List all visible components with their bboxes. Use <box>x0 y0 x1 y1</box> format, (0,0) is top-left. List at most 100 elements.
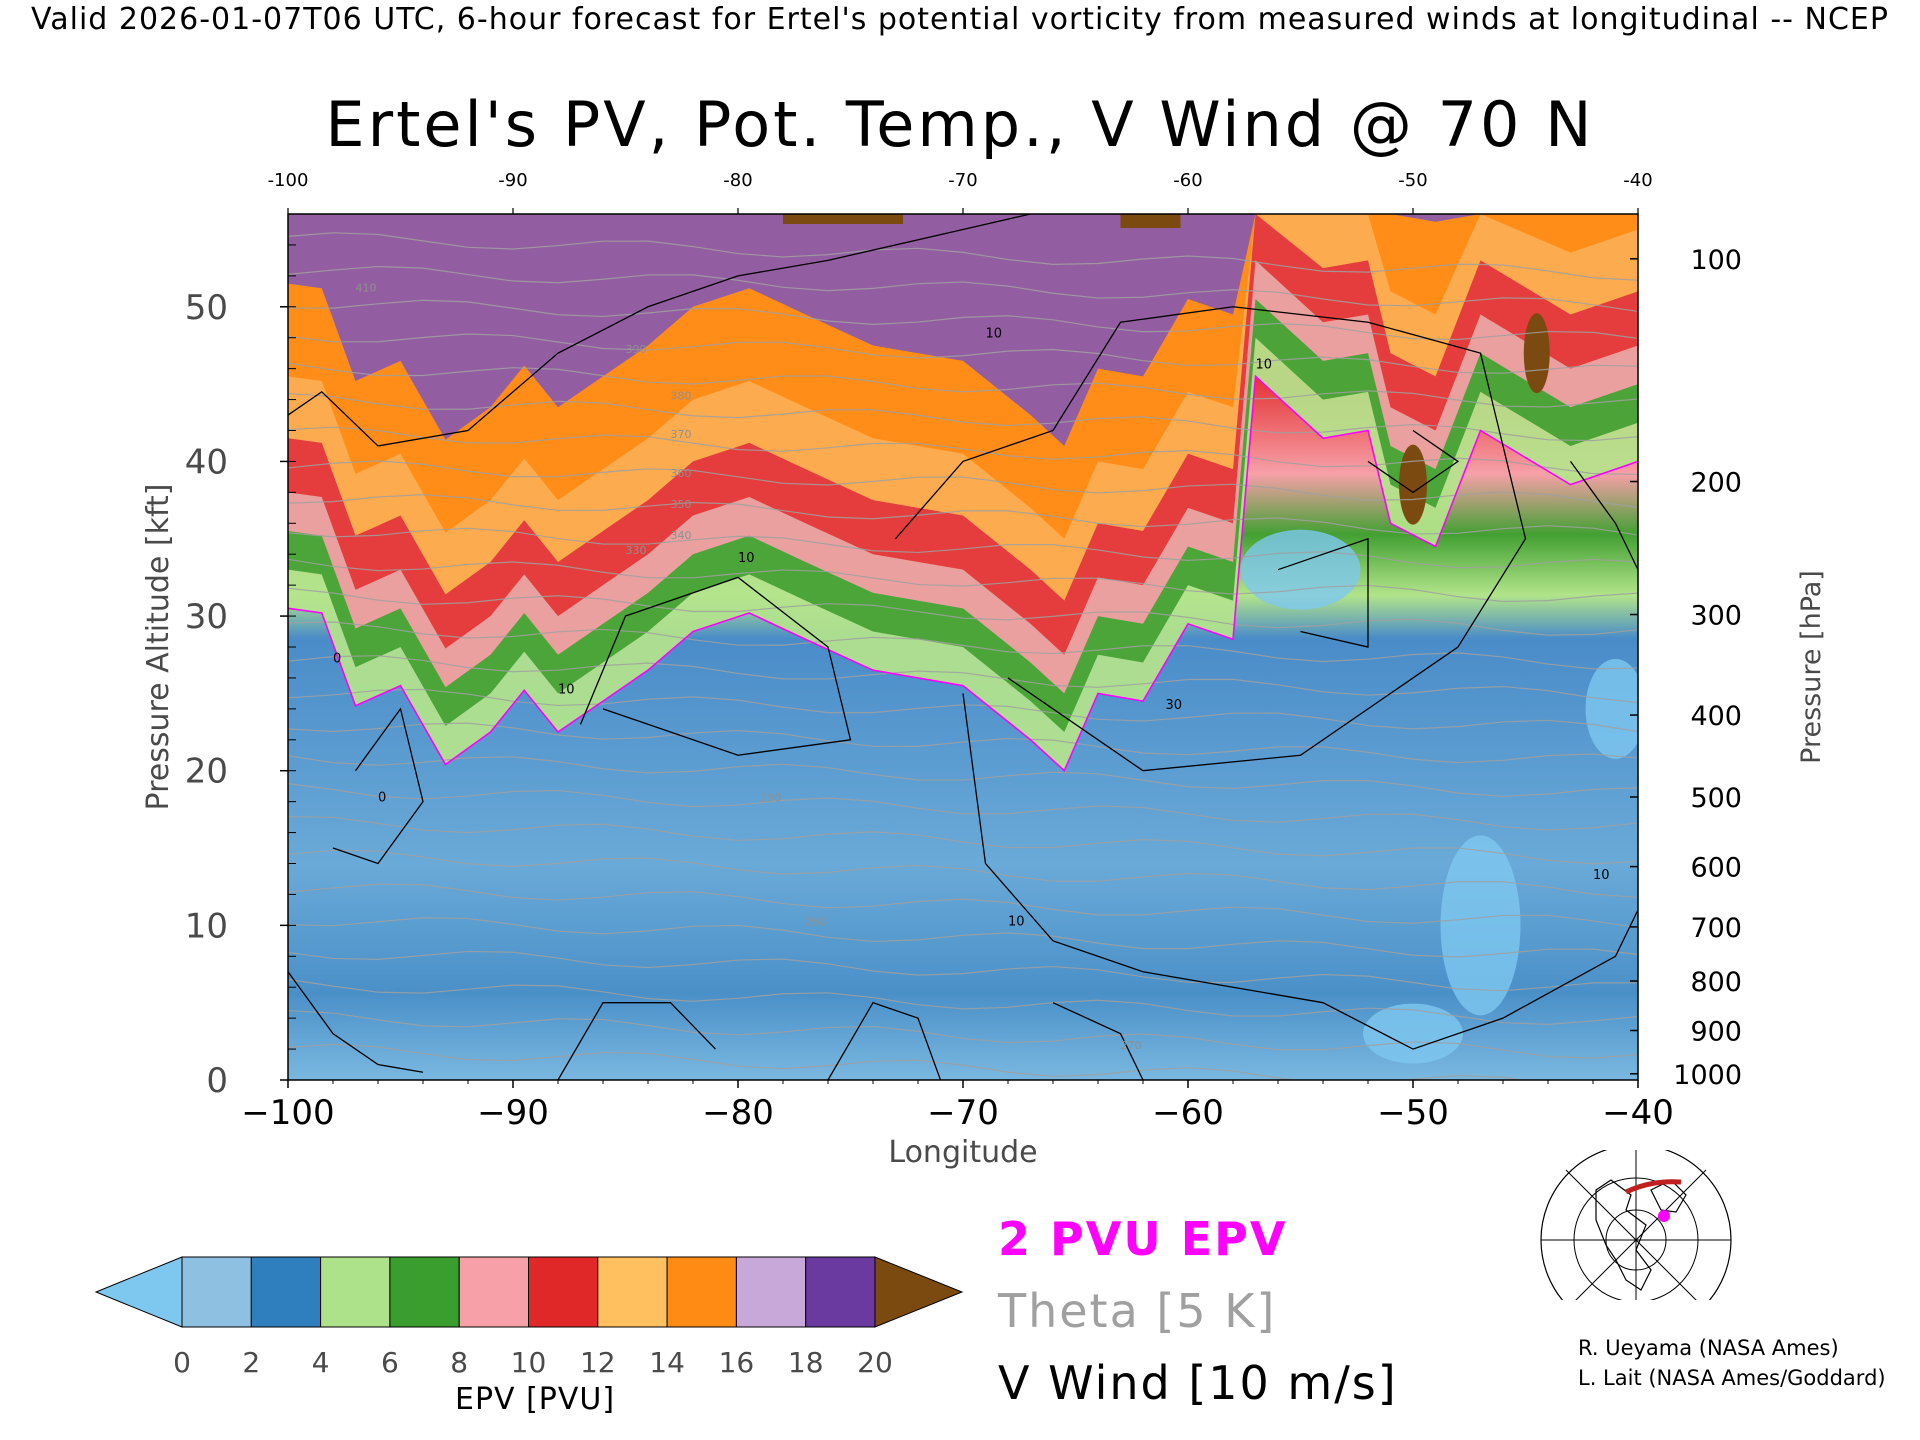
theta-contour <box>288 232 1638 281</box>
colorbar-tick-label: 0 <box>173 1346 191 1379</box>
pressure-tick-label: 200 <box>1690 468 1742 499</box>
colorbar-label-anchor <box>0 0 1 1</box>
plot-axes: −100 -100 −90 -90 −80 -80 −70 -70 −60 -60 −50 -50 −4… <box>141 170 1827 1170</box>
v-wind-contour <box>1052 1002 1144 1080</box>
v-wind-contour <box>1367 429 1460 494</box>
theta-contour <box>288 621 1638 670</box>
colorbar-segment <box>666 1256 737 1328</box>
x-tick-label: −50 <box>1377 1093 1449 1133</box>
x-top-tick-label: -40 <box>1623 170 1652 191</box>
theta-contour-label: 410 <box>356 281 377 294</box>
v-wind-contour-label: 10 <box>1008 914 1025 929</box>
colorbar: 0 2 4 6 8 10 12 14 16 18 20 <box>94 1256 964 1379</box>
theta-contour-label: 390 <box>626 343 647 356</box>
theta-contour-label: 370 <box>671 428 692 441</box>
theta-contour <box>288 587 1638 636</box>
theta-contour <box>288 460 1638 508</box>
y-tick-label: 50 <box>185 288 228 328</box>
v-wind-contour-label: 0 <box>333 651 341 666</box>
pressure-tick-label: 300 <box>1690 601 1742 632</box>
theta-contour <box>288 299 1638 341</box>
pressure-tick-label: 400 <box>1690 701 1742 732</box>
pv-2pvu-contour <box>288 374 1638 773</box>
colorbar-tick-label: 14 <box>649 1346 685 1379</box>
v-wind-contour-label: 10 <box>738 551 755 566</box>
legend-pv-contour: 2 PVU EPV <box>998 1212 1288 1266</box>
colorbar-label: EPV [PVU] <box>455 1382 616 1417</box>
contour-lines: 0 0 10 10 10 30 10 10 10 410 390 380 370 360 350 340 330… <box>288 214 1638 1080</box>
pv-maximum <box>783 214 903 224</box>
theta-contour <box>288 755 1638 797</box>
credit-line: R. Ueyama (NASA Ames) <box>1578 1336 1839 1360</box>
locator-map-icon <box>1536 1150 1736 1300</box>
theta-contour-label: 330 <box>626 544 647 557</box>
theta-contour <box>288 816 1638 865</box>
pressure-tick-label: 800 <box>1690 967 1742 998</box>
theta-contour <box>288 527 1638 569</box>
colorbar-segment <box>805 1256 876 1328</box>
v-wind-contour-label: 0 <box>378 791 386 806</box>
colorbar-tick-label: 4 <box>312 1346 330 1379</box>
x-top-tick-label: -50 <box>1398 170 1427 191</box>
chart-title: Ertel's PV, Pot. Temp., V Wind @ 70 N <box>325 88 1595 161</box>
y-right-axis-label: Pressure [hPa] <box>1796 570 1827 764</box>
colorbar-segment <box>250 1256 322 1328</box>
pressure-tick-label: 500 <box>1690 783 1742 814</box>
x-tick-label: −80 <box>702 1093 774 1133</box>
credit-line: L. Lait (NASA Ames/Goddard) <box>1578 1366 1886 1390</box>
theta-contour <box>288 950 1638 992</box>
colorbar-segment <box>458 1256 530 1328</box>
colorbar-tick-label: 2 <box>242 1346 260 1379</box>
x-tick-label: −100 <box>241 1093 334 1133</box>
colorbar-segment <box>597 1256 668 1328</box>
colorbar-under-arrow <box>94 1256 183 1328</box>
pressure-tick-label: 1000 <box>1673 1060 1742 1091</box>
v-wind-contour <box>827 1001 942 1080</box>
v-wind-contour <box>1569 461 1638 570</box>
pv-minimum <box>1440 835 1521 1016</box>
y-tick-label: 30 <box>185 597 228 637</box>
x-axis-label: Longitude <box>888 1135 1037 1170</box>
pv-minimum <box>1363 1003 1463 1064</box>
pv-band <box>288 214 1638 446</box>
theta-contour-label: 350 <box>671 498 692 511</box>
pv-maximum <box>1523 313 1550 394</box>
colorbar-segment <box>320 1256 391 1328</box>
colorbar-segment <box>181 1256 252 1328</box>
theta-contour-label: 280 <box>806 915 827 928</box>
legend-v-wind: V Wind [10 m/s] <box>998 1356 1398 1410</box>
theta-contour <box>288 333 1638 374</box>
theta-contour <box>288 655 1638 704</box>
theta-contour-label: 380 <box>671 390 692 403</box>
pv-minimum <box>1240 529 1361 610</box>
theta-contour <box>288 265 1638 313</box>
theta-contour <box>288 362 1638 408</box>
theta-contour-label: 360 <box>671 467 692 480</box>
colorbar-tick-label: 18 <box>788 1346 824 1379</box>
pressure-tick-label: 900 <box>1690 1017 1742 1048</box>
v-wind-contour <box>288 971 424 1073</box>
colorbar-tick-label: 20 <box>857 1346 893 1379</box>
theta-contour <box>288 883 1638 929</box>
header-caption: Valid 2026-01-07T06 UTC, 6-hour forecast… <box>31 2 1889 37</box>
colorbar-over-arrow <box>874 1256 964 1328</box>
x-top-tick-label: -80 <box>723 170 752 191</box>
colorbar-segment <box>528 1256 599 1328</box>
theta-contour <box>288 1010 1638 1059</box>
colorbar-tick-label: 8 <box>450 1346 468 1379</box>
colorbar-tick-label: 10 <box>511 1346 547 1379</box>
theta-contour <box>288 426 1638 475</box>
x-tick-label: −40 <box>1602 1093 1674 1133</box>
theta-contour <box>288 1043 1527 1080</box>
theta-contour-label: 290 <box>761 792 782 805</box>
v-wind-contour <box>895 306 1527 772</box>
theta-contour <box>288 392 1638 442</box>
x-top-tick-label: -70 <box>948 170 977 191</box>
pressure-tick-label: 700 <box>1690 913 1742 944</box>
v-wind-contour-label: 10 <box>1593 868 1610 883</box>
y-tick-label: 40 <box>185 442 228 482</box>
theta-contour <box>288 917 1638 958</box>
x-tick-label: −90 <box>477 1093 549 1133</box>
v-wind-contour-label: 10 <box>558 682 575 697</box>
